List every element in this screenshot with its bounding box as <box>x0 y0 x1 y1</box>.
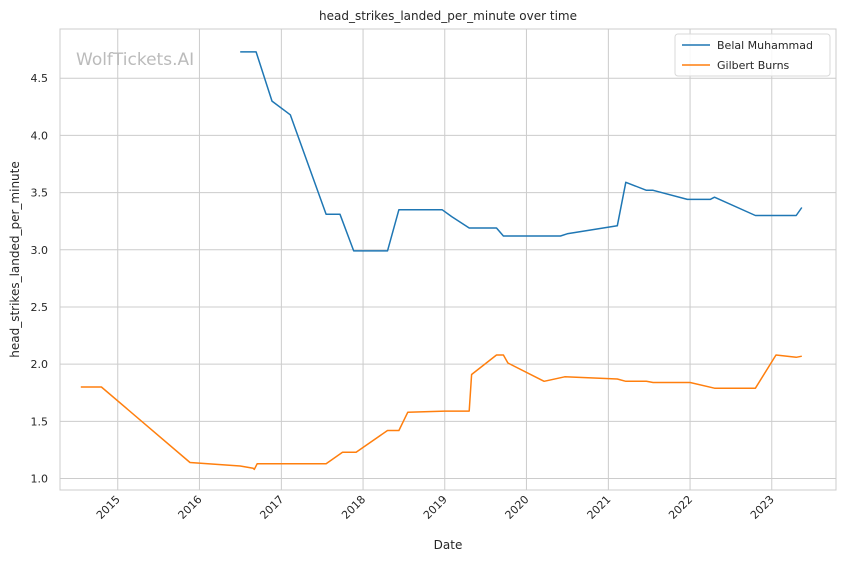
y-tick-label: 4.0 <box>31 129 49 142</box>
watermark-text: WolfTickets.AI <box>76 50 194 70</box>
chart-title: head_strikes_landed_per_minute over time <box>319 9 577 23</box>
legend-box <box>674 33 831 77</box>
plot-area-frame <box>59 28 837 491</box>
y-axis-title: head_strikes_landed_per_minute <box>8 161 22 358</box>
y-tick-label: 3.5 <box>31 187 49 200</box>
legend: Belal Muhammad Gilbert Burns <box>674 33 831 77</box>
y-tick-label: 2.5 <box>31 301 49 314</box>
y-tick-label: 2.0 <box>31 358 49 371</box>
y-tick-label: 3.0 <box>31 244 49 257</box>
y-tick-label: 1.5 <box>31 415 49 428</box>
y-tick-label: 1.0 <box>31 473 49 486</box>
series-line-1 <box>80 354 802 471</box>
legend-label-1: Gilbert Burns <box>717 59 790 72</box>
legend-label-0: Belal Muhammad <box>717 39 813 52</box>
series-line-0 <box>240 51 803 252</box>
x-axis-title: Date <box>434 538 463 552</box>
grid-lines <box>60 29 836 490</box>
series-lines <box>80 51 803 471</box>
y-tick-label: 4.5 <box>31 72 49 85</box>
